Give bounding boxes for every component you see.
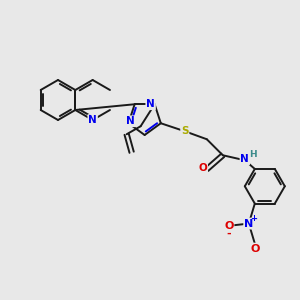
Text: N: N <box>126 116 135 126</box>
Text: O: O <box>198 163 207 173</box>
Text: -: - <box>226 229 231 238</box>
Text: N: N <box>244 219 254 229</box>
Text: S: S <box>181 126 189 136</box>
Text: O: O <box>224 220 233 231</box>
Text: N: N <box>88 115 97 125</box>
Text: N: N <box>146 99 155 109</box>
Text: O: O <box>250 244 260 254</box>
Text: N: N <box>240 154 249 164</box>
Text: +: + <box>250 214 257 223</box>
Text: H: H <box>249 150 256 159</box>
